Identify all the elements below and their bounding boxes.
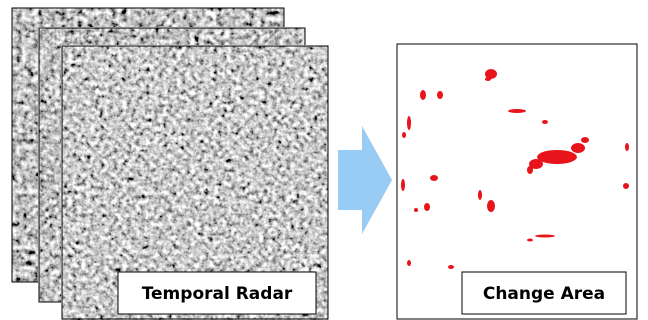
arrow [338, 126, 392, 234]
diagram: Temporal Radar Change Area [0, 0, 648, 320]
label: Temporal Radar [142, 284, 293, 304]
page: Temporal Radar Change Area (() => { cons… [0, 0, 648, 320]
label: Change Area [483, 284, 605, 304]
